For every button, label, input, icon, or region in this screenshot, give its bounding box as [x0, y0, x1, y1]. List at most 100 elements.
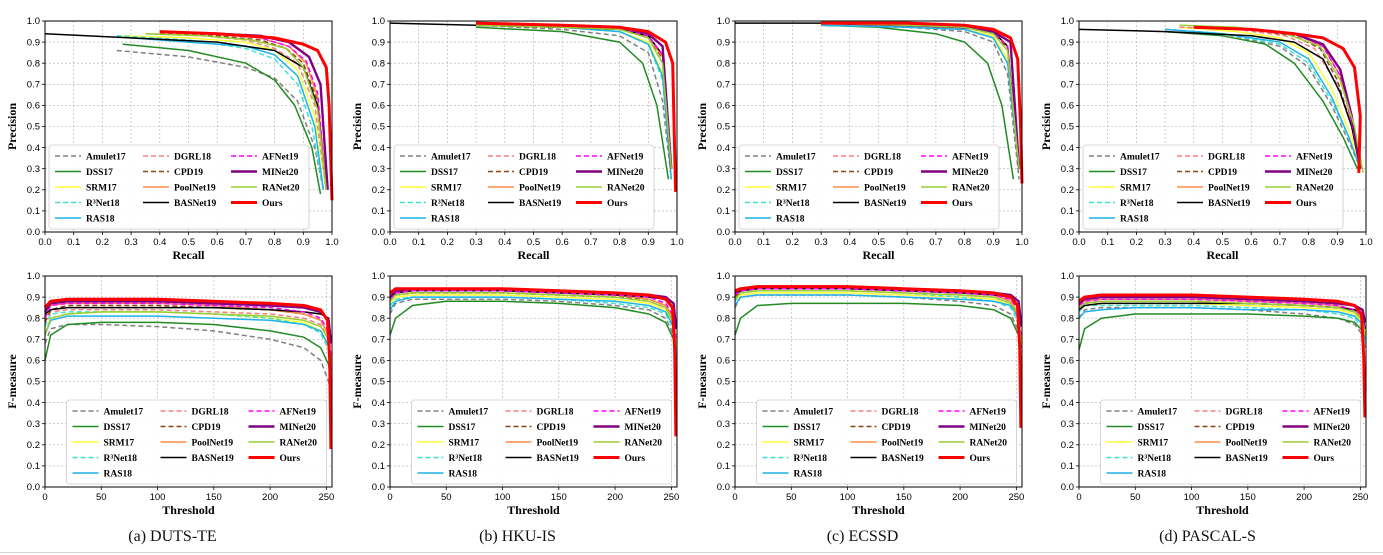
x-tick-label: 0.0: [383, 237, 396, 248]
series-line-ras18: [821, 24, 1020, 169]
panel-duts-te-fm: 0 50 100 150 200 250 0.0 0.1 0.2 0.3 0.4 0.5 0.6 0.7 0…: [5, 271, 334, 517]
x-tick-label: 250: [318, 492, 334, 503]
legend-label: CPD19: [192, 423, 221, 433]
x-tick-label: 0.9: [987, 237, 1000, 248]
y-axis-label: F-measure: [1039, 354, 1053, 409]
legend-label: Amulet17: [431, 153, 471, 163]
y-tick-label: 0.7: [717, 80, 730, 91]
y-tick-label: 0.1: [1061, 206, 1074, 217]
legend-label: AFNet19: [625, 408, 662, 418]
legend-label: PoolNet19: [864, 184, 906, 194]
legend-label: Ours: [1314, 454, 1335, 464]
y-tick-label: 0.7: [717, 335, 730, 346]
legend-label: AFNet19: [280, 408, 317, 418]
x-tick-label: 200: [952, 492, 968, 503]
legend-label: R³Net18: [449, 454, 483, 464]
x-tick-label: 0.6: [901, 237, 914, 248]
y-tick-label: 0.8: [372, 313, 385, 324]
x-tick-label: 100: [1184, 492, 1200, 503]
legend-label: RANet20: [625, 439, 663, 449]
y-tick-label: 0.4: [27, 143, 40, 154]
y-tick-label: 0.4: [717, 143, 730, 154]
x-tick-label: 0.7: [239, 237, 252, 248]
legend-label: CPD19: [537, 423, 566, 433]
y-axis-label: Precision: [1039, 103, 1053, 150]
legend-label: MINet20: [1296, 168, 1333, 178]
y-tick-label: 0.0: [27, 227, 40, 238]
x-tick-label: 150: [1240, 492, 1256, 503]
legend-label: BASNet19: [882, 454, 924, 464]
y-tick-label: 0.5: [1061, 377, 1074, 388]
legend-label: SRM17: [1138, 439, 1169, 449]
x-tick-label: 0.2: [1130, 237, 1143, 248]
x-axis-label: Recall: [518, 248, 551, 262]
legend-label: DGRL18: [864, 153, 901, 163]
x-tick-label: 0.9: [297, 237, 310, 248]
legend-label: DSS17: [776, 168, 803, 178]
legend-label: MINet20: [280, 423, 317, 433]
legend-label: AFNet19: [970, 408, 1007, 418]
series-line-cpd19: [389, 292, 677, 344]
series-line-ras18: [1078, 306, 1366, 340]
y-tick-label: 0.0: [717, 227, 730, 238]
legend-label: BASNet19: [537, 454, 579, 464]
y-tick-label: 0.8: [717, 58, 730, 69]
y-tick-label: 0.4: [372, 398, 385, 409]
legend-box: [738, 144, 1000, 230]
y-tick-label: 0.6: [717, 356, 730, 367]
x-tick-label: 50: [441, 492, 452, 503]
x-tick-label: 0.7: [1273, 237, 1286, 248]
series-line-afnet19: [1078, 298, 1366, 332]
y-tick-label: 0.1: [27, 461, 40, 472]
x-tick-label: 0.9: [1331, 237, 1344, 248]
y-tick-label: 0.8: [27, 313, 40, 324]
y-tick-label: 0.3: [1061, 419, 1074, 430]
legend-label: R³Net18: [104, 454, 138, 464]
y-tick-label: 0.9: [372, 37, 385, 48]
legend-label: AFNet19: [952, 153, 989, 163]
legend-label: RAS18: [776, 215, 805, 225]
legend-label: SRM17: [431, 184, 462, 194]
x-tick-label: 0.0: [38, 237, 51, 248]
x-tick-label: 0.7: [929, 237, 942, 248]
x-tick-label: 100: [840, 492, 856, 503]
x-axis-label: Threshold: [1196, 503, 1249, 517]
x-tick-label: 0.1: [67, 237, 80, 248]
x-tick-label: 250: [663, 492, 679, 503]
y-tick-label: 0.9: [1061, 37, 1074, 48]
caption-hku-is: (b) HKU-IS: [479, 528, 556, 545]
x-tick-label: 0.8: [958, 237, 971, 248]
series-line-ours: [159, 30, 334, 201]
y-tick-label: 0.5: [372, 377, 385, 388]
legend-label: RAS18: [86, 215, 115, 225]
legend-label: DGRL18: [537, 408, 574, 418]
legend-label: Amulet17: [1120, 153, 1160, 163]
y-tick-label: 0.9: [27, 292, 40, 303]
y-tick-label: 0.7: [27, 80, 40, 91]
legend-label: BASNet19: [1208, 199, 1250, 209]
y-tick-label: 0.6: [27, 356, 40, 367]
x-tick-label: 100: [150, 492, 166, 503]
y-tick-label: 0.2: [27, 185, 40, 196]
y-axis-label: Precision: [5, 103, 19, 150]
legend-label: DSS17: [1120, 168, 1147, 178]
x-tick-label: 1.0: [1359, 237, 1372, 248]
series-line-dss17: [1078, 313, 1366, 351]
y-tick-label: 0.4: [717, 398, 730, 409]
legend-label: RAS18: [449, 470, 478, 480]
panel-ecssd-pr: 0.0 0.1 0.2 0.3 0.4 0.5 0.6 0.7 0.8 0.9 1.0 0.0 0.1 0…: [695, 16, 1029, 262]
x-axis-label: Recall: [173, 248, 206, 262]
y-tick-label: 1.0: [717, 271, 730, 282]
legend-label: RAS18: [1138, 470, 1167, 480]
legend-label: PoolNet19: [1208, 184, 1250, 194]
x-tick-label: 1.0: [670, 237, 683, 248]
x-tick-label: 0: [732, 492, 737, 503]
legend-label: RANet20: [1314, 439, 1352, 449]
series-line-amulet17: [389, 298, 677, 361]
x-tick-label: 0.8: [1302, 237, 1315, 248]
y-tick-label: 0.3: [27, 419, 40, 430]
series-line-dss17: [1165, 30, 1359, 170]
legend-label: SRM17: [86, 184, 117, 194]
y-tick-label: 0.9: [27, 37, 40, 48]
legend-label: DSS17: [1138, 423, 1165, 433]
